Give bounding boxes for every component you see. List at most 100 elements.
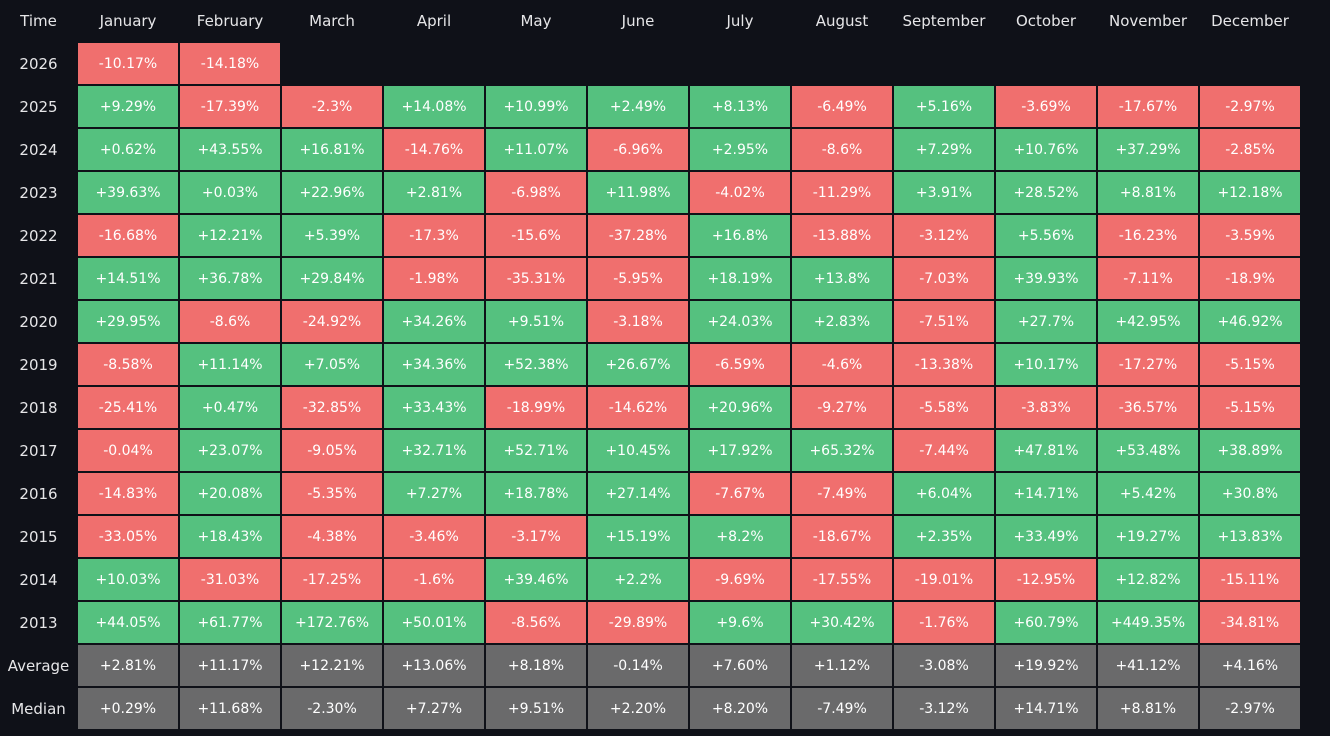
row-label: 2022 [19,226,58,245]
return-cell: +52.71% [486,430,586,471]
return-cell: +2.81% [384,172,484,213]
return-cell: -14.76% [384,129,484,170]
return-cell: +10.45% [588,430,688,471]
return-cell: +172.76% [282,602,382,643]
return-cell: -6.98% [486,172,586,213]
return-cell: -6.96% [588,129,688,170]
return-cell: -0.04% [78,430,178,471]
return-cell: -29.89% [588,602,688,643]
row-label: 2017 [19,441,58,460]
row-label: 2026 [19,54,58,73]
return-cell: +6.04% [894,473,994,514]
return-cell: -16.68% [78,215,178,256]
return-cell: +19.27% [1098,516,1198,557]
return-cell: +5.39% [282,215,382,256]
summary-cell: +7.27% [384,688,484,729]
column-header: September [902,12,986,30]
return-cell: -3.17% [486,516,586,557]
return-cell: +13.83% [1200,516,1300,557]
return-cell: -14.18% [180,43,280,84]
row-label: Median [11,699,66,718]
return-cell: +30.42% [792,602,892,643]
return-cell: -8.6% [792,129,892,170]
return-cell: +12.21% [180,215,280,256]
summary-cell: +4.16% [1200,645,1300,686]
return-cell: +32.71% [384,430,484,471]
return-cell: +9.51% [486,301,586,342]
return-cell: +2.49% [588,86,688,127]
summary-cell: -3.08% [894,645,994,686]
return-cell: +16.8% [690,215,790,256]
return-cell: -13.88% [792,215,892,256]
return-cell: -15.11% [1200,559,1300,600]
summary-cell: -7.49% [792,688,892,729]
return-cell: -4.6% [792,344,892,385]
summary-cell: +11.17% [180,645,280,686]
return-cell: +33.49% [996,516,1096,557]
return-cell: -11.29% [792,172,892,213]
return-cell: -36.57% [1098,387,1198,428]
return-cell: +7.27% [384,473,484,514]
return-cell: -17.25% [282,559,382,600]
return-cell: +18.78% [486,473,586,514]
column-header: April [416,12,452,30]
return-cell: +12.82% [1098,559,1198,600]
return-cell: +39.63% [78,172,178,213]
return-cell: +14.51% [78,258,178,299]
return-cell: +10.99% [486,86,586,127]
return-cell: +39.93% [996,258,1096,299]
return-cell: -3.18% [588,301,688,342]
return-cell: +36.78% [180,258,280,299]
return-cell: +34.26% [384,301,484,342]
return-cell: -3.83% [996,387,1096,428]
return-cell: -37.28% [588,215,688,256]
return-cell: -1.98% [384,258,484,299]
return-cell: +39.46% [486,559,586,600]
column-header: July [726,12,754,30]
summary-cell: +8.81% [1098,688,1198,729]
return-cell: -5.15% [1200,387,1300,428]
return-cell: -15.6% [486,215,586,256]
return-cell: +5.56% [996,215,1096,256]
column-header: December [1211,12,1289,30]
return-cell: +8.2% [690,516,790,557]
column-header: November [1108,12,1188,30]
return-cell: +0.47% [180,387,280,428]
return-cell: +9.6% [690,602,790,643]
summary-cell: +8.18% [486,645,586,686]
return-cell: -12.95% [996,559,1096,600]
return-cell: -13.38% [894,344,994,385]
return-cell: -4.02% [690,172,790,213]
return-cell: -34.81% [1200,602,1300,643]
return-cell: +2.83% [792,301,892,342]
return-cell: -5.58% [894,387,994,428]
summary-cell: -2.97% [1200,688,1300,729]
return-cell: +13.8% [792,258,892,299]
row-label: 2019 [19,355,58,374]
return-cell: -18.99% [486,387,586,428]
return-cell: +11.07% [486,129,586,170]
return-cell: +8.13% [690,86,790,127]
row-label: 2023 [19,183,58,202]
summary-cell: +2.20% [588,688,688,729]
return-cell: +12.18% [1200,172,1300,213]
return-cell: -1.76% [894,602,994,643]
return-cell: +46.92% [1200,301,1300,342]
return-cell: -14.83% [78,473,178,514]
return-cell: +9.29% [78,86,178,127]
return-cell: -8.56% [486,602,586,643]
summary-cell: +11.68% [180,688,280,729]
return-cell: -9.69% [690,559,790,600]
return-cell: +28.52% [996,172,1096,213]
row-label: 2016 [19,484,58,503]
summary-cell: +2.81% [78,645,178,686]
return-cell: +2.35% [894,516,994,557]
return-cell: +14.08% [384,86,484,127]
return-cell: +14.71% [996,473,1096,514]
row-label: 2013 [19,613,58,632]
return-cell: +11.14% [180,344,280,385]
return-cell: -17.67% [1098,86,1198,127]
return-cell: -9.27% [792,387,892,428]
return-cell: -16.23% [1098,215,1198,256]
